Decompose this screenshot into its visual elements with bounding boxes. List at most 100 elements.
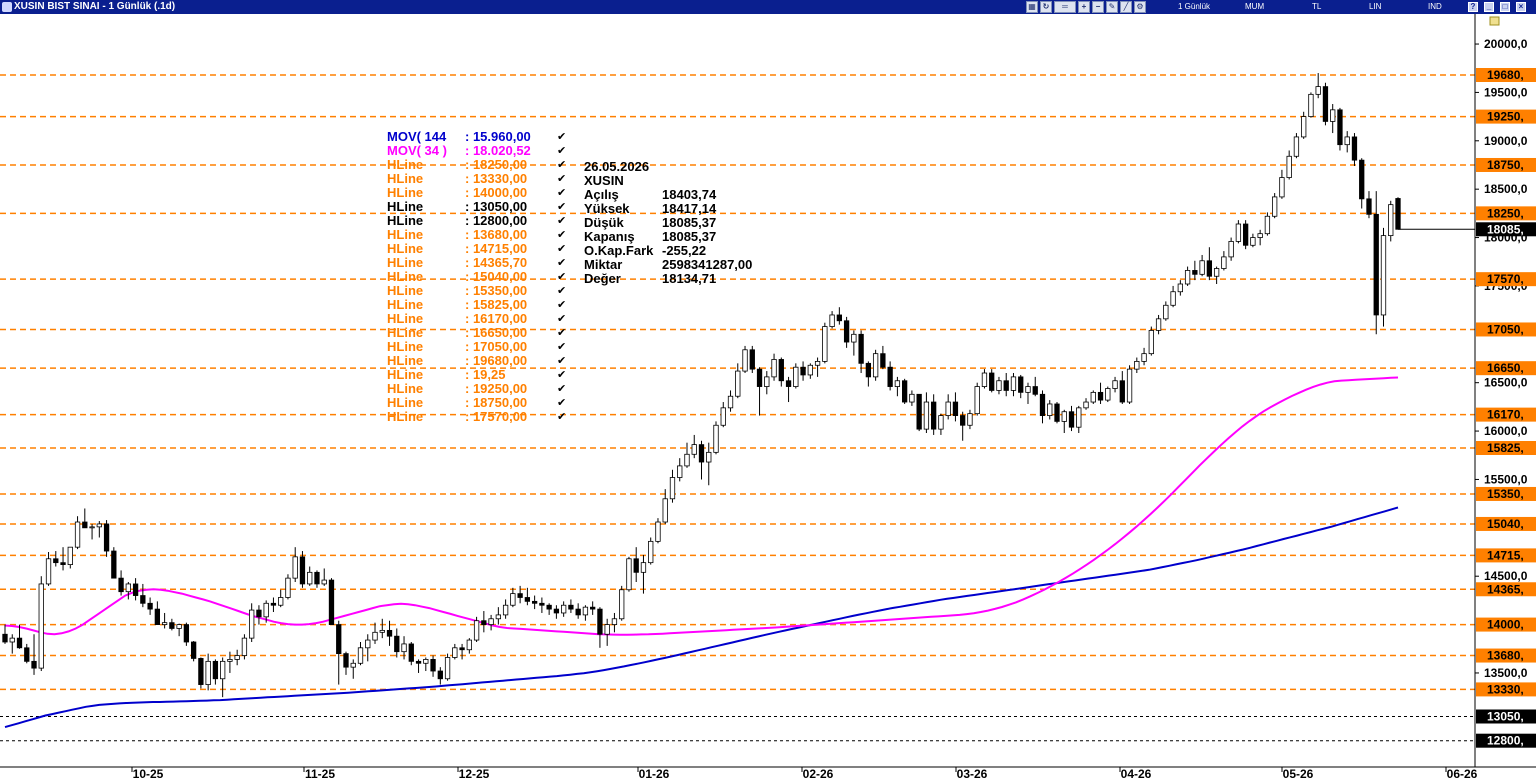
candle-body	[655, 521, 661, 542]
settings-icon[interactable]: ⚙	[1134, 1, 1146, 13]
check-icon[interactable]: ✔	[557, 397, 567, 409]
mode-candle[interactable]: MUM	[1245, 2, 1265, 11]
minimize-icon[interactable]: _	[1484, 2, 1494, 12]
ohlc-key: O.Kap.Fark	[584, 243, 654, 258]
candle-body	[1264, 215, 1271, 235]
candle-body	[967, 413, 973, 426]
ohlc-value: 18417,14	[662, 201, 717, 216]
check-icon[interactable]: ✔	[557, 299, 567, 311]
check-icon[interactable]: ✔	[557, 201, 567, 213]
candle-body	[836, 314, 842, 322]
candle-body	[1025, 386, 1031, 393]
check-icon[interactable]: ✔	[557, 173, 567, 185]
mode-scale[interactable]: LIN	[1369, 2, 1382, 11]
ohlc-key: Kapanış	[584, 229, 635, 244]
app-icon[interactable]	[2, 2, 12, 12]
check-icon[interactable]: ✔	[557, 145, 567, 157]
candle-body	[227, 659, 233, 662]
legend-value: : 15350,00	[465, 283, 528, 298]
legend-name: HLine	[387, 395, 424, 410]
legend-name: HLine	[387, 311, 424, 326]
candle-body	[611, 618, 618, 625]
zoom-out-icon[interactable]: −	[1092, 1, 1104, 13]
edit-icon[interactable]: ✎	[1106, 1, 1118, 13]
refresh-icon[interactable]: ↻	[1040, 1, 1052, 13]
candle-body	[372, 631, 378, 641]
mode-indicator[interactable]: IND	[1428, 2, 1442, 11]
check-icon[interactable]: ✔	[557, 355, 567, 367]
x-tick-label: 03-26	[957, 767, 988, 781]
candle-body	[1322, 86, 1329, 122]
legend-name: HLine	[387, 381, 424, 396]
check-icon[interactable]: ✔	[557, 341, 567, 353]
close-icon[interactable]: ×	[1516, 2, 1526, 12]
y-tick-label: 19500,0	[1484, 85, 1528, 99]
check-icon[interactable]: ✔	[557, 187, 567, 199]
candle-body	[292, 556, 298, 579]
candle-body	[814, 361, 821, 366]
legend-name: HLine	[387, 171, 424, 186]
candle-body	[473, 620, 480, 641]
hline-axis-label: 19250,	[1487, 110, 1524, 124]
hline-axis-badge	[1476, 157, 1536, 172]
legend-value: : 13050,00	[465, 199, 528, 214]
legend-name: HLine	[387, 297, 424, 312]
check-icon[interactable]: ✔	[557, 383, 567, 395]
check-icon[interactable]: ✔	[557, 229, 567, 241]
check-icon[interactable]: ✔	[557, 243, 567, 255]
hline-axis-label: 17570,	[1487, 272, 1524, 286]
candle-body	[183, 624, 190, 643]
mode-period[interactable]: 1 Günlük	[1178, 2, 1211, 11]
candle-body	[132, 583, 139, 596]
candle-body	[872, 353, 879, 378]
candle-body	[916, 393, 922, 430]
check-icon[interactable]: ✔	[557, 271, 567, 283]
ohlc-value: 18403,74	[662, 187, 717, 202]
candle-body	[249, 609, 255, 639]
legend-value: : 12800,00	[465, 213, 528, 228]
candle-body	[553, 608, 560, 614]
maximize-icon[interactable]: □	[1500, 2, 1510, 12]
candle-body	[1250, 237, 1256, 246]
candle-body	[1337, 109, 1343, 146]
candle-body	[713, 424, 719, 453]
check-icon[interactable]: ✔	[557, 131, 567, 143]
check-icon[interactable]: ✔	[557, 327, 567, 339]
hline-axis-label: 14000,	[1487, 618, 1524, 632]
mode-currency[interactable]: TL	[1312, 2, 1322, 11]
chart-icon[interactable]: ▦	[1026, 1, 1038, 13]
candle-body	[2, 633, 8, 643]
candle-body	[198, 658, 204, 685]
draw-icon[interactable]: ╱	[1120, 1, 1132, 13]
check-icon[interactable]: ✔	[557, 369, 567, 381]
hline-axis-badge	[1476, 440, 1536, 455]
candle-body	[24, 647, 30, 662]
price-chart[interactable]: 13500,014500,015500,016000,016500,017500…	[0, 14, 1536, 782]
candle-body	[1308, 93, 1314, 118]
check-icon[interactable]: ✔	[557, 257, 567, 269]
candle-body	[590, 606, 596, 610]
candle-body	[952, 401, 959, 416]
candle-body	[1083, 401, 1089, 409]
candle-body	[1119, 380, 1125, 403]
check-icon[interactable]: ✔	[557, 313, 567, 325]
candle-body	[901, 380, 908, 403]
help-icon[interactable]: ?	[1468, 2, 1478, 12]
candle-body	[415, 660, 422, 664]
candle-body	[626, 558, 632, 591]
legend-value: : 19,25	[465, 367, 506, 382]
check-icon[interactable]: ✔	[557, 285, 567, 297]
check-icon[interactable]: ✔	[557, 411, 567, 423]
candle-body	[96, 523, 102, 528]
candle-body	[263, 602, 269, 618]
candle-body	[502, 604, 509, 616]
candle-body	[60, 562, 66, 565]
range-icon[interactable]: ═	[1054, 1, 1076, 13]
candle-body	[677, 465, 683, 478]
zoom-in-icon[interactable]: +	[1078, 1, 1090, 13]
check-icon[interactable]: ✔	[557, 159, 567, 171]
hline-axis-label: 13680,	[1487, 649, 1524, 663]
candle-body	[858, 333, 864, 364]
legend-name: HLine	[387, 283, 424, 298]
check-icon[interactable]: ✔	[557, 215, 567, 227]
